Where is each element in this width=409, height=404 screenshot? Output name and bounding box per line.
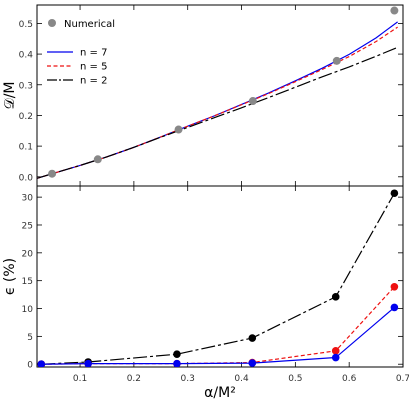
y-axis-label-bottom: ϵ (%): [2, 258, 18, 295]
error-point-n=7: [84, 359, 92, 367]
error-point-n=5: [390, 283, 399, 291]
y-tick-label-bottom: 25: [22, 221, 33, 231]
x-tick-label: 0.4: [234, 374, 249, 384]
legend-marker-numerical: [48, 19, 56, 27]
scatter-point-numerical: [332, 56, 341, 65]
error-line-n=7: [41, 306, 395, 365]
error-point-n=7: [173, 359, 181, 367]
x-tick-label: 0.5: [288, 374, 302, 384]
scatter-point-numerical: [248, 97, 257, 106]
plot-frame-bottom: [36, 185, 404, 368]
series-line-n=2: [37, 46, 398, 179]
y-tick-label-bottom: 10: [22, 305, 34, 315]
plot-area-top: [37, 6, 399, 179]
x-tick-label: 0.6: [342, 374, 357, 384]
legend-label-n=2: n = 2: [80, 76, 107, 87]
legend-label-n=5: n = 5: [80, 62, 107, 73]
plot-frame-top: [36, 4, 404, 187]
x-tick-label: 0.1: [73, 374, 87, 384]
scatter-point-numerical: [390, 6, 399, 15]
error-point-n=2: [331, 293, 340, 301]
y-tick-label-bottom: 20: [22, 249, 34, 259]
legend-label-n=7: n = 7: [80, 48, 107, 59]
scatter-point-numerical: [48, 169, 57, 178]
x-tick-label: 0.2: [127, 374, 141, 384]
error-point-n=7: [37, 360, 46, 367]
y-tick-label-top: 0.5: [19, 20, 33, 30]
y-tick-label-bottom: 0: [27, 361, 33, 371]
x-tick-label: 0.3: [181, 374, 195, 384]
error-point-n=2: [248, 334, 257, 342]
y-tick-label-bottom: 5: [27, 333, 33, 343]
error-line-n=2: [41, 192, 395, 365]
error-point-n=7: [248, 359, 257, 367]
scatter-point-numerical: [93, 155, 102, 164]
y-tick-label-top: 0.4: [19, 51, 34, 61]
y-tick-label-top: 0.0: [19, 173, 34, 183]
error-point-n=7: [390, 303, 399, 312]
y-tick-label-top: 0.2: [19, 112, 33, 122]
x-tick-label: 0.7: [396, 374, 409, 384]
y-tick-label-bottom: 30: [22, 194, 34, 204]
error-point-n=7: [331, 353, 340, 362]
panel-bottom: 0.1 0.2 0.3 0.4 0.5 0.6 0.7 0 5 10 15 20 25 30 ϵ (%) α/…: [2, 185, 409, 401]
y-tick-label-top: 0.1: [19, 143, 33, 153]
y-tick-label-top: 0.3: [19, 81, 33, 91]
plot-area-bottom: [37, 189, 399, 367]
error-point-n=2: [390, 189, 399, 198]
y-axis-label-top: 𝒟/M: [2, 82, 18, 110]
error-point-n=5: [331, 347, 340, 355]
scatter-point-numerical: [174, 125, 183, 134]
x-axis-label: α/M²: [204, 385, 236, 401]
legend-label-numerical: Numerical: [64, 19, 115, 30]
panel-top: 0.0 0.1 0.2 0.3 0.4 0.5 𝒟/M Numerical n = 7 n = 5…: [2, 4, 404, 187]
error-point-n=2: [173, 350, 181, 358]
y-tick-label-bottom: 15: [22, 277, 33, 287]
series-line-n=7: [37, 21, 398, 179]
